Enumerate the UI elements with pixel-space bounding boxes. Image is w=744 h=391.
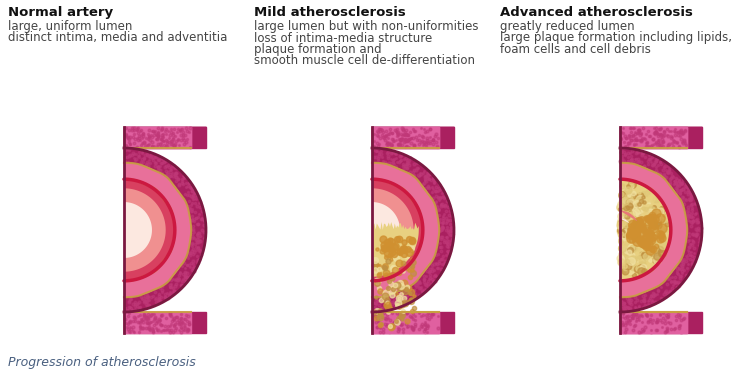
Polygon shape [372,127,454,148]
Polygon shape [372,312,439,333]
Text: foam cells and cell debris: foam cells and cell debris [500,43,651,56]
Polygon shape [372,202,400,258]
Text: Normal artery: Normal artery [8,6,113,19]
Polygon shape [620,219,629,223]
Text: loss of intima-media structure: loss of intima-media structure [254,32,432,45]
Polygon shape [372,188,414,272]
Polygon shape [124,312,191,333]
Polygon shape [372,163,439,297]
Polygon shape [620,163,687,297]
Text: large plaque formation including lipids,: large plaque formation including lipids, [500,32,732,45]
Polygon shape [124,127,206,148]
Polygon shape [372,127,439,148]
Text: Advanced atherosclerosis: Advanced atherosclerosis [500,6,693,19]
Polygon shape [124,127,191,148]
Polygon shape [620,127,687,148]
Polygon shape [620,312,702,333]
Text: Mild atherosclerosis: Mild atherosclerosis [254,6,405,19]
Polygon shape [620,211,637,221]
Text: distinct intima, media and adventitia: distinct intima, media and adventitia [8,32,228,45]
Polygon shape [124,202,152,258]
Polygon shape [620,312,687,333]
Polygon shape [124,163,191,297]
Polygon shape [124,312,206,333]
Polygon shape [124,188,166,272]
Polygon shape [620,127,702,148]
Polygon shape [372,127,454,333]
Polygon shape [620,312,687,333]
Text: large, uniform lumen: large, uniform lumen [8,20,132,33]
Polygon shape [372,163,439,297]
Polygon shape [620,127,702,333]
Text: plaque formation and: plaque formation and [254,43,382,56]
Text: large lumen but with non-uniformities: large lumen but with non-uniformities [254,20,478,33]
Polygon shape [372,222,419,333]
Polygon shape [124,179,175,281]
Text: smooth muscle cell de-differentiation: smooth muscle cell de-differentiation [254,54,475,68]
Polygon shape [372,312,454,333]
Polygon shape [124,127,191,148]
Polygon shape [372,127,439,148]
Polygon shape [620,163,687,297]
Polygon shape [372,179,423,281]
Polygon shape [620,127,687,148]
Polygon shape [372,312,439,333]
Text: Progression of atherosclerosis: Progression of atherosclerosis [8,356,196,369]
Polygon shape [124,127,206,333]
Polygon shape [124,163,191,297]
Text: greatly reduced lumen: greatly reduced lumen [500,20,635,33]
Polygon shape [620,179,671,281]
